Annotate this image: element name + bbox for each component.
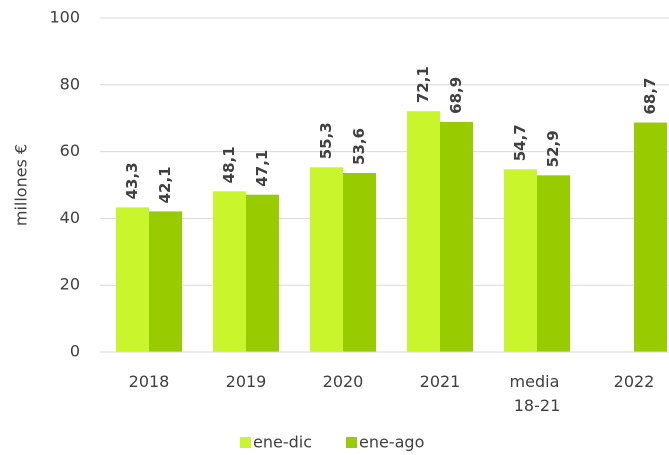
- value-label: 72,1: [414, 66, 432, 103]
- bar: [116, 207, 149, 352]
- bar: [149, 211, 182, 352]
- value-label: 52,9: [544, 130, 562, 167]
- bar: [504, 169, 537, 352]
- x-tick-label: media 18-21: [510, 372, 565, 415]
- y-tick-label: 0: [70, 342, 80, 361]
- legend-label: ene-ago: [359, 433, 424, 452]
- value-label: 48,1: [220, 146, 238, 183]
- x-tick-label: 2018: [129, 372, 170, 391]
- value-label: 47,1: [253, 150, 271, 187]
- bar: [213, 191, 246, 352]
- y-tick-label: 40: [60, 208, 80, 227]
- legend-swatch: [346, 437, 357, 448]
- bar: [343, 172, 376, 352]
- value-label: 42,1: [156, 166, 174, 203]
- x-tick-label: 2020: [323, 372, 364, 391]
- x-tick-label: 2019: [226, 372, 267, 391]
- legend-swatch: [240, 437, 251, 448]
- x-tick-label: 2021: [420, 372, 461, 391]
- bar: [246, 194, 279, 352]
- value-label: 68,9: [447, 77, 465, 114]
- value-label: 53,6: [350, 128, 368, 165]
- value-label: 43,3: [123, 162, 141, 199]
- y-tick-label: 80: [60, 74, 80, 93]
- bar: [407, 111, 440, 352]
- bar: [634, 122, 667, 353]
- y-axis-label: millones €: [12, 144, 31, 226]
- bar: [310, 167, 343, 352]
- value-label: 68,7: [641, 78, 659, 115]
- y-tick-label: 60: [60, 141, 80, 160]
- value-label: 55,3: [317, 122, 335, 159]
- bar: [537, 175, 570, 352]
- bar: [440, 121, 473, 353]
- y-tick-label: 20: [60, 275, 80, 294]
- value-label: 54,7: [511, 124, 529, 161]
- x-tick-label: 2022: [614, 372, 655, 391]
- y-tick-label: 100: [49, 8, 80, 27]
- legend-label: ene-dic: [253, 433, 312, 452]
